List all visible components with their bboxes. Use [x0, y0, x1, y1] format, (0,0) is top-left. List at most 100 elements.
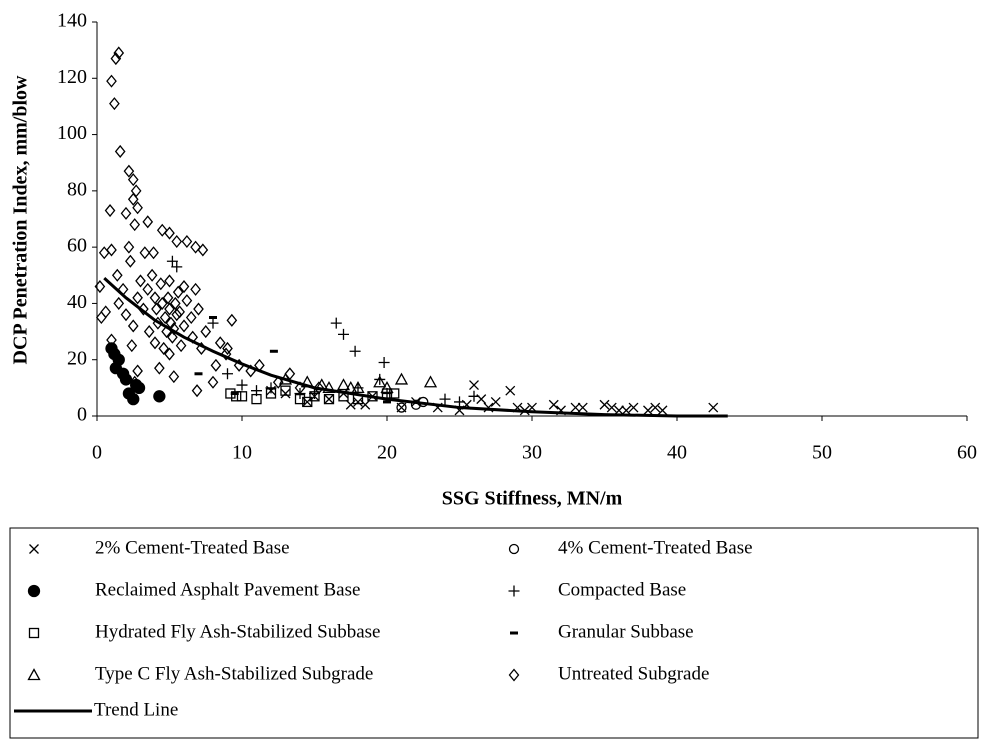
marker-filled-circle	[153, 390, 166, 403]
marker-x	[280, 388, 291, 399]
marker-diamond	[162, 291, 174, 305]
y-tick-label: 40	[67, 291, 87, 313]
legend-box	[9, 527, 979, 739]
marker-square	[280, 385, 291, 396]
marker-diamond	[132, 291, 143, 305]
marker-filled-circle	[109, 362, 122, 375]
marker-diamond	[181, 294, 193, 308]
marker-triangle	[373, 375, 387, 388]
y-tick-label: 80	[67, 178, 87, 200]
legend-swatch	[27, 584, 41, 598]
marker-x	[650, 402, 661, 413]
marker-plus	[454, 396, 465, 408]
marker-diamond	[94, 280, 106, 294]
marker-x	[628, 402, 639, 413]
marker-x	[570, 402, 581, 413]
marker-diamond	[156, 296, 168, 310]
trend-line	[103, 276, 728, 418]
marker-diamond	[143, 325, 155, 339]
marker-diamond	[181, 234, 193, 249]
marker-diamond	[214, 336, 226, 350]
marker-diamond	[171, 234, 183, 249]
marker-diamond	[191, 384, 203, 398]
marker-square	[323, 393, 335, 405]
y-tick-label: 140	[57, 10, 87, 32]
marker-diamond	[106, 243, 117, 257]
marker-x	[505, 385, 516, 396]
marker-filled-circle	[127, 392, 140, 406]
marker-x	[599, 399, 610, 410]
marker-square	[265, 388, 277, 399]
marker-diamond	[171, 308, 183, 322]
marker-diamond	[168, 322, 180, 336]
legend-label: 2% Cement-Treated Base	[95, 537, 290, 558]
marker-diamond	[142, 282, 154, 296]
marker-diamond	[185, 310, 197, 325]
marker-diamond	[154, 361, 165, 375]
marker-diamond	[155, 277, 167, 291]
marker-diamond	[168, 370, 180, 384]
marker-diamond	[114, 144, 126, 158]
marker-triangle	[322, 381, 336, 394]
legend-swatch	[27, 668, 41, 681]
y-tick-label: 120	[57, 66, 87, 88]
marker-diamond	[169, 296, 181, 310]
marker-triangle	[380, 381, 394, 394]
marker-diamond	[120, 308, 132, 322]
marker-dash	[209, 316, 217, 319]
legend-swatch	[508, 668, 520, 682]
marker-diamond	[158, 341, 170, 355]
marker-diamond	[164, 274, 175, 288]
marker-diamond	[142, 215, 154, 229]
marker-diamond	[226, 313, 238, 327]
marker-diamond	[120, 206, 132, 220]
marker-diamond	[127, 319, 139, 333]
legend-label: Type C Fly Ash-Stabilized Subgrade	[95, 663, 373, 684]
marker-diamond	[174, 305, 185, 319]
marker-square	[231, 391, 242, 402]
marker-diamond	[148, 246, 159, 260]
marker-plus	[330, 317, 342, 329]
marker-square	[309, 391, 320, 402]
marker-plus	[171, 261, 183, 273]
marker-triangle	[336, 378, 351, 391]
x-tick-label: 20	[377, 442, 397, 464]
marker-diamond	[129, 218, 141, 232]
x-tick-label: 60	[957, 442, 977, 464]
marker-diamond	[127, 173, 139, 187]
y-axis-title: DCP Penetration Index, mm/blow	[10, 75, 32, 364]
marker-diamond	[111, 268, 123, 282]
marker-diamond	[110, 52, 122, 66]
marker-square	[251, 393, 262, 405]
marker-diamond	[104, 204, 116, 218]
marker-diamond	[207, 375, 219, 389]
marker-square	[294, 393, 306, 405]
marker-x	[324, 394, 334, 405]
marker-diamond	[113, 46, 125, 60]
legend-label: Untreated Subgrade	[558, 663, 709, 684]
legend-label: Hydrated Fly Ash-Stabilized Subbase	[95, 621, 381, 642]
marker-diamond	[164, 302, 175, 316]
marker-diamond	[164, 347, 175, 361]
marker-plus	[338, 328, 349, 340]
marker-diamond	[125, 254, 136, 268]
marker-diamond	[96, 310, 107, 325]
marker-diamond	[129, 375, 141, 389]
marker-diamond	[135, 274, 146, 288]
marker-diamond	[178, 280, 190, 294]
marker-plus	[207, 317, 219, 329]
legend-label: 4% Cement-Treated Base	[558, 537, 753, 558]
marker-plus	[378, 357, 390, 369]
marker-circle	[396, 402, 407, 413]
marker-dash	[194, 372, 203, 376]
marker-diamond	[149, 336, 161, 350]
marker-diamond	[178, 319, 190, 333]
marker-x	[353, 396, 363, 407]
x-tick-label: 40	[667, 442, 687, 464]
y-tick-label: 100	[57, 122, 87, 144]
marker-diamond	[159, 310, 171, 325]
marker-diamond	[123, 240, 135, 254]
marker-filled-circle	[119, 373, 133, 386]
marker-diamond	[222, 341, 233, 355]
